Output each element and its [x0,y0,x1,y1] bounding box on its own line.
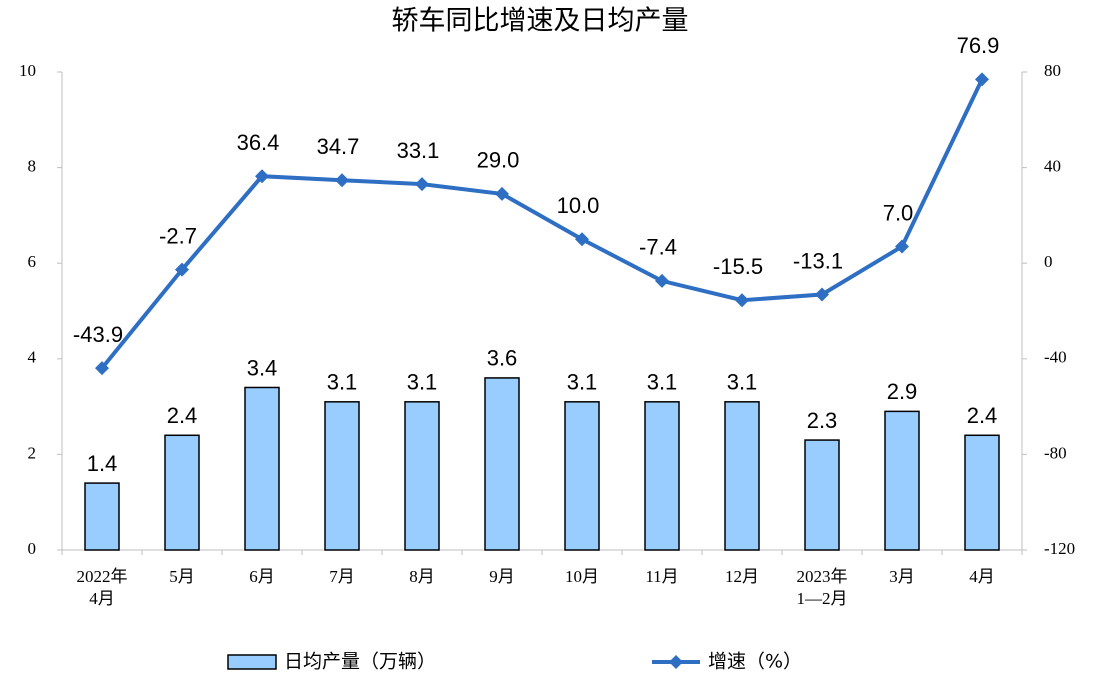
x-tick-label-line: 4月 [89,589,115,608]
bar [884,410,920,551]
line-value-label: 76.9 [957,33,1000,58]
line-value-label: 34.7 [317,134,360,159]
x-tick-label: 2022年 4月 [77,567,128,608]
line-value-label: 10.0 [557,193,600,218]
x-tick-label: 12月 [725,567,759,586]
bar [164,434,200,551]
bar-value-label: 2.3 [807,408,838,433]
x-tick-label-line: 2023年 [797,567,848,586]
y2-tick-label: -40 [1044,348,1067,367]
x-tick-label: 5月 [169,567,195,586]
bar-value-label: 3.1 [727,370,758,395]
line-marker [815,287,829,302]
bar [84,482,120,551]
y-tick-label: 0 [28,539,37,558]
y2-tick-label: 80 [1044,61,1061,80]
x-tick-label-line: 11月 [645,567,678,586]
x-tick-label-line: 8月 [409,567,435,586]
bar [244,386,280,551]
x-tick-label-line: 4月 [969,567,995,586]
bar [644,401,680,551]
bar-value-label: 3.6 [487,346,518,371]
legend-label: 增速（%） [708,651,802,673]
y-tick-label: 8 [28,157,37,176]
bar-value-label: 2.9 [887,379,918,404]
x-tick-label-line: 6月 [249,567,275,586]
y-tick-label: 6 [28,252,37,271]
x-tick-label: 8月 [409,567,435,586]
bar [404,401,440,551]
x-tick-label-line: 7月 [329,567,355,586]
line-marker [335,173,349,188]
bar-value-label: 3.4 [247,355,278,380]
line-value-label: -15.5 [713,254,763,279]
x-tick-label-line: 1—2月 [797,589,848,608]
line-value-label: 29.0 [477,148,520,173]
line [100,78,984,370]
x-tick-label: 3月 [889,567,915,586]
x-tick-label-line: 12月 [725,567,759,586]
y-tick-label: 4 [28,348,37,367]
bar [564,401,600,551]
line-value-label: 33.1 [397,138,440,163]
x-tick-label-line: 3月 [889,567,915,586]
line-marker [175,262,189,277]
x-tick-label: 2023年 1—2月 [797,567,848,608]
y-tick-label: 2 [28,443,37,462]
x-tick-label-line: 9月 [489,567,515,586]
x-tick-label-line: 10月 [565,567,599,586]
bar-value-label: 3.1 [327,370,358,395]
line-value-label: 36.4 [237,130,280,155]
line-marker [95,361,109,376]
bar [324,401,360,551]
y-tick-label: 10 [19,61,36,80]
x-tick-label: 9月 [489,567,515,586]
x-tick-label-line: 2022年 [77,567,128,586]
bar [724,401,760,551]
x-tick-label: 10月 [565,567,599,586]
bar-value-label: 3.1 [647,370,678,395]
bar [484,377,520,551]
legend-marker [669,655,683,669]
x-tick-label: 6月 [249,567,275,586]
y2-tick-label: -80 [1044,443,1067,462]
chart-title: 轿车同比增速及日均产量 [392,6,689,37]
line-marker [655,273,669,288]
line-value-label: -2.7 [159,223,197,248]
bar-value-label: 3.1 [567,370,598,395]
line-marker [415,177,429,192]
bar-value-label: 2.4 [167,403,198,428]
line-value-label: -13.1 [793,248,843,273]
line-value-label: -7.4 [639,235,677,260]
bar-value-label: 3.1 [407,370,438,395]
line-value-label: -43.9 [73,322,123,347]
line-value-label: 7.0 [883,200,914,225]
legend-swatch [227,654,277,670]
x-tick-label: 11月 [645,567,678,586]
legend-label: 日均产量（万辆） [284,651,436,673]
y2-tick-label: 40 [1044,157,1061,176]
x-tick-label: 7月 [329,567,355,586]
y2-tick-label: 0 [1044,252,1053,271]
line-marker [255,169,269,184]
line-marker [575,232,589,247]
line-marker [735,293,749,308]
line-marker [895,239,909,254]
bar-value-label: 2.4 [967,403,998,428]
bar [804,439,840,551]
x-tick-label-line: 5月 [169,567,195,586]
y2-tick-label: -120 [1044,539,1075,558]
bar [964,434,1000,551]
line-marker [975,72,989,87]
x-tick-label: 4月 [969,567,995,586]
bar-value-label: 1.4 [87,451,118,476]
line-marker [495,186,509,201]
